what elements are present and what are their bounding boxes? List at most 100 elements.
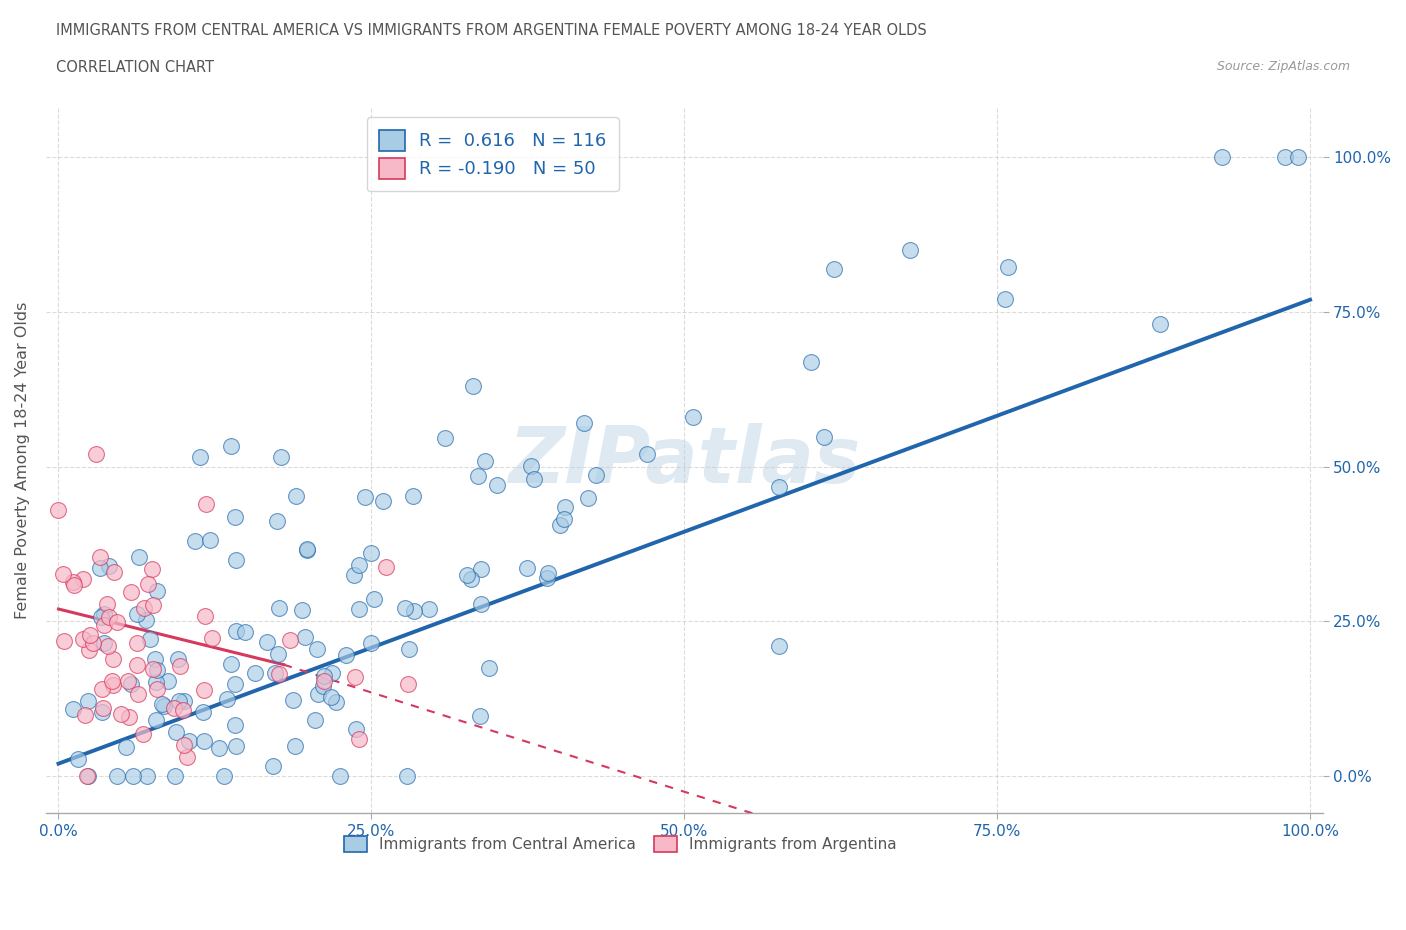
Point <box>90 705 112 720</box>
Point <box>768 639 790 654</box>
Point <box>460 572 482 587</box>
Point <box>243 666 266 681</box>
Y-axis label: Female Poverty Among 18-24 Year Olds: Female Poverty Among 18-24 Year Olds <box>15 302 30 619</box>
Point <box>224 676 246 691</box>
Point <box>304 713 326 728</box>
Point <box>373 493 395 508</box>
Point <box>103 565 125 579</box>
Point <box>536 570 558 585</box>
Point <box>134 601 156 616</box>
Point <box>284 738 307 753</box>
Point <box>105 615 128 630</box>
Point <box>76 768 98 783</box>
Point <box>188 450 211 465</box>
Point <box>145 663 167 678</box>
Point <box>418 602 440 617</box>
Point <box>153 698 176 713</box>
Text: Source: ZipAtlas.com: Source: ZipAtlas.com <box>1216 60 1350 73</box>
Point <box>165 768 187 783</box>
Point <box>122 768 145 783</box>
Point <box>682 409 704 424</box>
Point <box>141 562 163 577</box>
Point <box>285 488 308 503</box>
Point <box>824 261 846 276</box>
Point <box>172 703 194 718</box>
Point <box>267 601 290 616</box>
Point <box>325 694 347 709</box>
Point <box>321 665 343 680</box>
Point <box>523 472 546 486</box>
Point <box>329 768 352 783</box>
Point <box>165 724 187 739</box>
Point <box>136 768 159 783</box>
Point <box>270 449 292 464</box>
Point <box>62 575 84 590</box>
Point <box>120 676 142 691</box>
Point <box>125 636 148 651</box>
Point <box>184 533 207 548</box>
Point <box>363 591 385 606</box>
Point <box>360 545 382 560</box>
Point <box>63 578 86 592</box>
Point <box>321 690 343 705</box>
Point <box>335 647 357 662</box>
Point <box>553 512 575 526</box>
Point <box>90 609 112 624</box>
Point <box>347 558 370 573</box>
Point <box>146 583 169 598</box>
Point <box>176 750 198 764</box>
Point <box>198 532 221 547</box>
Point <box>1149 317 1171 332</box>
Point <box>395 768 418 783</box>
Point <box>114 739 136 754</box>
Point <box>73 707 96 722</box>
Point <box>813 430 835 445</box>
Point <box>467 469 489 484</box>
Point <box>93 635 115 650</box>
Point <box>262 758 284 773</box>
Point <box>97 610 120 625</box>
Point <box>353 490 375 505</box>
Point <box>194 609 217 624</box>
Point <box>295 541 318 556</box>
Point <box>89 561 111 576</box>
Point <box>225 552 247 567</box>
Point <box>77 642 100 657</box>
Point <box>79 627 101 642</box>
Point <box>347 602 370 617</box>
Point <box>163 701 186 716</box>
Point <box>344 722 367 737</box>
Point <box>62 701 84 716</box>
Point <box>96 596 118 611</box>
Point <box>150 697 173 711</box>
Point <box>312 669 335 684</box>
Point <box>145 682 167 697</box>
Point <box>214 768 236 783</box>
Point <box>84 447 107 462</box>
Point <box>434 431 457 445</box>
Point <box>135 612 157 627</box>
Point <box>456 568 478 583</box>
Point <box>343 670 366 684</box>
Point <box>173 694 195 709</box>
Point <box>103 651 125 666</box>
Point <box>994 292 1017 307</box>
Point <box>478 661 501 676</box>
Point <box>97 558 120 573</box>
Point <box>374 560 396 575</box>
Point <box>195 497 218 512</box>
Point <box>52 567 75 582</box>
Point <box>394 600 416 615</box>
Point <box>278 632 301 647</box>
Point <box>997 259 1019 274</box>
Point <box>404 604 426 618</box>
Point <box>89 550 111 565</box>
Point <box>193 734 215 749</box>
Point <box>554 499 576 514</box>
Point <box>224 510 246 525</box>
Point <box>72 571 94 586</box>
Point <box>585 468 607 483</box>
Point <box>536 565 558 580</box>
Point <box>128 550 150 565</box>
Point <box>101 674 124 689</box>
